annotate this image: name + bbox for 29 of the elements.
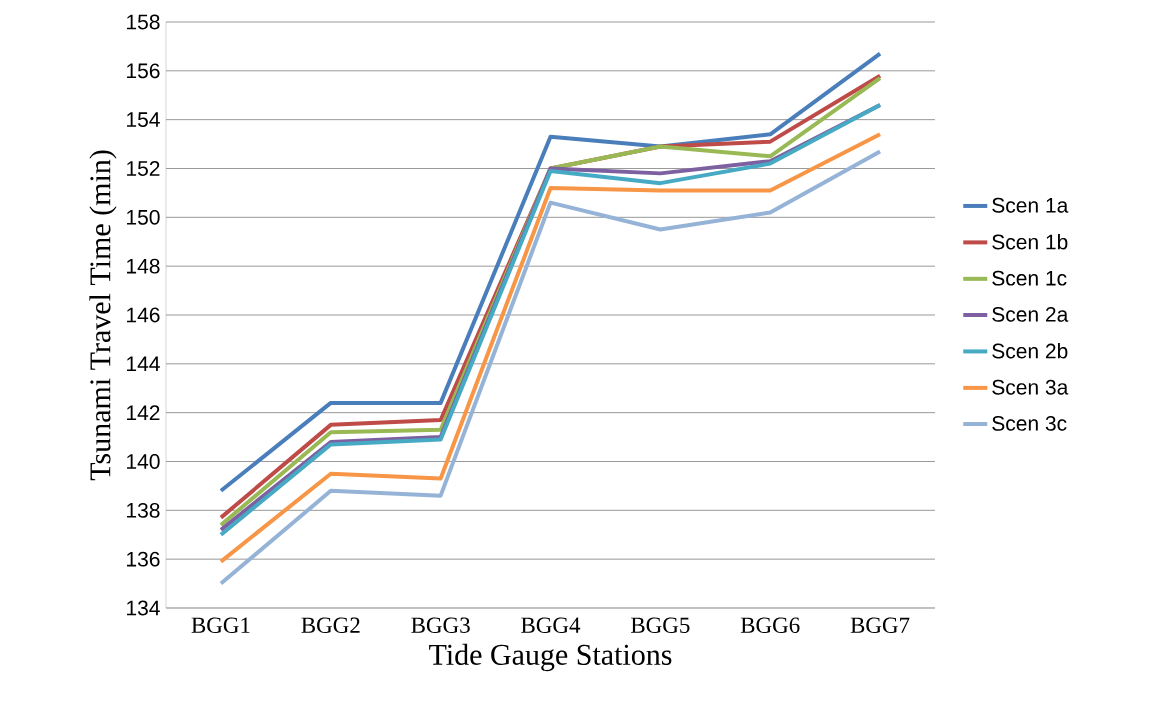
y-tick-label: 152 — [127, 161, 160, 176]
legend-label: Scen 3c — [992, 415, 1067, 431]
legend-label: Scen 1c — [992, 270, 1067, 286]
x-tick-label: BGG4 — [521, 617, 581, 633]
legend-label: Scen 3a — [992, 379, 1069, 395]
x-tick-label: BGG3 — [411, 617, 470, 633]
y-tick-label: 142 — [127, 405, 160, 420]
legend-label: Scen 2b — [992, 343, 1068, 359]
y-tick-label: 150 — [127, 209, 160, 225]
y-tick-label: 144 — [127, 356, 160, 372]
y-tick-label: 140 — [127, 454, 160, 469]
y-tick-label: 146 — [127, 307, 160, 323]
x-tick-label: BGG1 — [191, 617, 250, 633]
y-tick-label: 158 — [127, 14, 160, 30]
legend-label: Scen 2a — [992, 306, 1069, 322]
legend-label: Scen 1b — [992, 234, 1068, 250]
y-tick-label: 154 — [127, 112, 160, 127]
x-tick-label: BGG7 — [850, 617, 910, 633]
y-axis-title: Tsunami Travel Time (min) — [89, 150, 117, 481]
y-tick-label: 148 — [127, 258, 160, 274]
y-tick-label: 134 — [127, 600, 160, 616]
x-tick-label: BGG5 — [630, 617, 690, 633]
y-tick-label: 136 — [127, 551, 160, 567]
x-axis-title: Tide Gauge Stations — [429, 643, 672, 672]
x-tick-label: BGG6 — [740, 617, 800, 633]
y-tick-label: 156 — [127, 63, 160, 79]
y-tick-label: 138 — [127, 502, 160, 518]
x-tick-label: BGG2 — [301, 617, 360, 633]
legend-label: Scen 1a — [992, 197, 1069, 213]
